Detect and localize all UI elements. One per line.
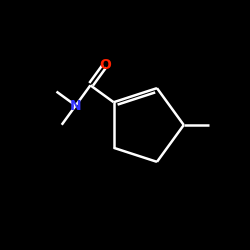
Text: O: O [99, 58, 111, 72]
Text: N: N [70, 98, 82, 112]
